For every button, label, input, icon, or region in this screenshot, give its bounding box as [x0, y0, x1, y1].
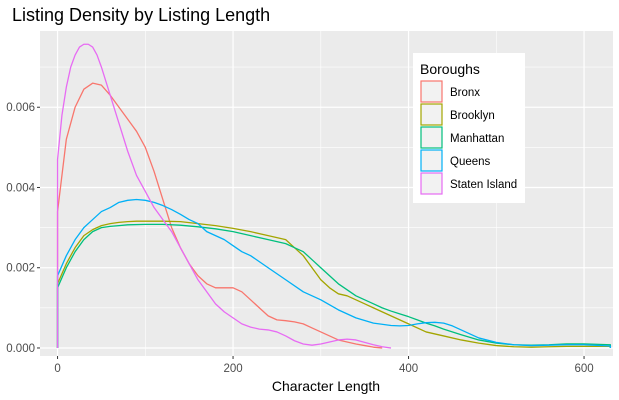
density-line-manhattan [56, 223, 612, 348]
legend-key-brooklyn [420, 103, 443, 126]
chart-title: Listing Density by Listing Length [12, 5, 270, 25]
y-tick-label: 0.004 [6, 182, 35, 194]
plot-panel [40, 31, 613, 356]
legend-key-manhattan [420, 126, 443, 149]
y-tick-label: 0.006 [6, 102, 35, 114]
y-tick-label: 0.002 [6, 263, 35, 275]
x-tick-label: 600 [574, 363, 593, 375]
x-axis-title: Character Length [272, 378, 380, 394]
series-layer [56, 43, 612, 349]
x-tick-label: 0 [54, 363, 60, 375]
x-axis: 0 200 400 600 [54, 356, 594, 375]
density-line-staten-island [56, 43, 392, 349]
legend-title: Boroughs [420, 61, 480, 77]
legend-items: Bronx Brooklyn Manhattan Queens Staten Islan… [420, 80, 517, 195]
legend-label-bronx: Bronx [450, 87, 480, 99]
y-axis: 0.000 0.002 0.004 0.006 [6, 102, 40, 355]
legend-label-brooklyn: Brooklyn [450, 110, 495, 122]
density-line-queens [56, 198, 612, 348]
legend-label-staten-island: Staten Island [450, 179, 517, 191]
x-tick-label: 400 [399, 363, 418, 375]
x-tick-label: 200 [223, 363, 242, 375]
legend-key-bronx [420, 80, 443, 103]
legend: Boroughs Bronx Brooklyn Manhattan Queens Sta… [413, 53, 525, 203]
y-tick-label: 0.000 [6, 343, 35, 355]
legend-key-queens [420, 149, 443, 172]
density-line-brooklyn [56, 220, 612, 348]
legend-key-staten-island [420, 172, 443, 195]
legend-label-queens: Queens [450, 156, 491, 168]
density-line-bronx [56, 82, 383, 349]
legend-label-manhattan: Manhattan [450, 133, 504, 145]
